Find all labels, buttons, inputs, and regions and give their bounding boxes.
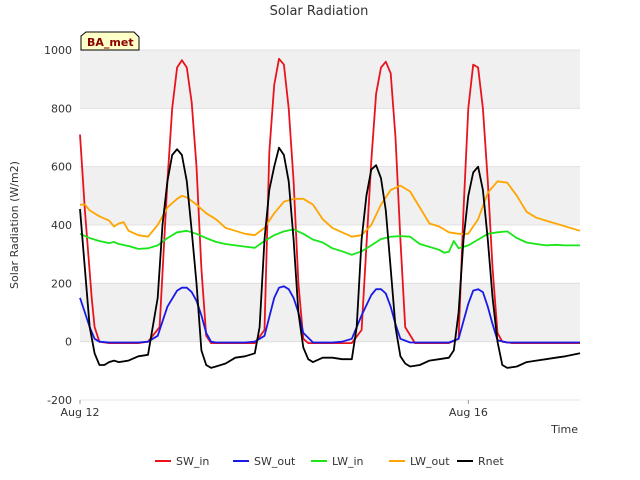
series-line-rnet <box>79 146 581 369</box>
y-tick-label: 800 <box>51 102 72 115</box>
grid-band <box>80 108 580 167</box>
site-badge-label: BA_met <box>87 36 134 49</box>
legend-label: SW_in <box>176 455 209 468</box>
site-badge: BA_met <box>80 31 140 51</box>
legend-label: LW_in <box>332 455 364 468</box>
series-line-lw-out <box>80 180 581 238</box>
grid-band <box>80 341 580 400</box>
series-line-sw-out <box>79 285 580 344</box>
legend: SW_in SW_out LW_in LW_out Rnet <box>155 455 504 468</box>
grid-band <box>80 225 580 284</box>
x-tick-label: Aug 12 <box>61 406 100 419</box>
y-tick-label: 1000 <box>44 44 72 57</box>
legend-label: LW_out <box>410 455 450 468</box>
y-tick-label: -200 <box>47 394 72 407</box>
y-tick-label: 600 <box>51 161 72 174</box>
y-tick-label: 400 <box>51 219 72 232</box>
y-tick-label: 200 <box>51 277 72 290</box>
x-axis-ticks: Aug 12 Aug 16 <box>61 400 488 419</box>
grid-band <box>80 50 580 109</box>
chart-title: Solar Radiation <box>270 4 369 19</box>
series-lines <box>79 57 581 369</box>
legend-label: SW_out <box>254 455 296 468</box>
y-axis-ticks: -200 0 200 400 600 800 1000 <box>44 44 72 407</box>
y-tick-label: 0 <box>65 336 72 349</box>
grid-band <box>80 166 580 225</box>
x-tick-label: Aug 16 <box>449 406 488 419</box>
x-axis-label: Time <box>550 423 578 436</box>
y-axis-label: Solar Radiation (W/m2) <box>8 161 21 289</box>
legend-label: Rnet <box>478 455 504 468</box>
series-line-sw-in <box>79 57 580 345</box>
